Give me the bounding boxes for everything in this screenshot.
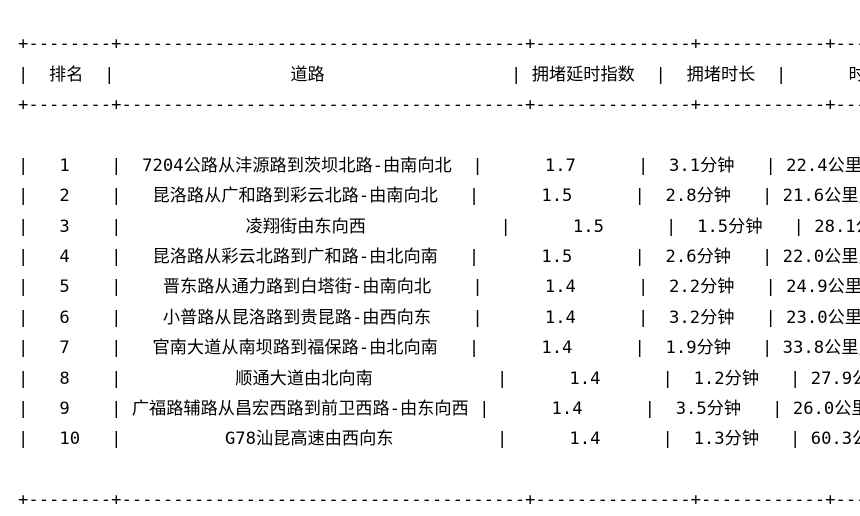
table-row: | 1 | 7204公路从沣源路到茨坝北路-由南向北 | 1.7 | 3.1分钟… <box>18 155 860 176</box>
table-header-row: | 排名 | 道路 | 拥堵延时指数 | 拥堵时长 | 时速 | <box>18 64 860 85</box>
table-row: | 4 | 昆洛路从彩云北路到广和路-由北向南 | 1.5 | 2.6分钟 | … <box>18 247 860 268</box>
table-row: | 2 | 昆洛路从广和路到彩云北路-由南向北 | 1.5 | 2.8分钟 | … <box>18 186 860 207</box>
table-row: | 9 | 广福路辅路从昌宏西路到前卫西路-由东向西 | 1.4 | 3.5分钟… <box>18 399 860 420</box>
table-row: | 7 | 官南大道从南坝路到福保路-由北向南 | 1.4 | 1.9分钟 | … <box>18 338 860 359</box>
table-row: | 3 | 凌翔街由东向西 | 1.5 | 1.5分钟 | 28.1公里/小时 … <box>18 216 860 237</box>
table-row: | 8 | 顺通大道由北向南 | 1.4 | 1.2分钟 | 27.9公里/小时… <box>18 368 860 389</box>
table-rule: +--------+------------------------------… <box>18 95 860 115</box>
table-row: | 5 | 晋东路从通力路到白塔街-由南向北 | 1.4 | 2.2分钟 | 2… <box>18 277 860 298</box>
table-row: | 10 | G78汕昆高速由西向东 | 1.4 | 1.3分钟 | 60.3公… <box>18 429 860 450</box>
table-rule: +--------+------------------------------… <box>18 490 860 511</box>
congestion-ranking-table: +--------+------------------------------… <box>18 29 860 516</box>
table-spacer: +--------+------------------------------… <box>18 460 860 480</box>
table-row: | 6 | 小普路从昆洛路到贵昆路-由西向东 | 1.4 | 3.2分钟 | 2… <box>18 307 860 328</box>
table-rule: +--------+------------------------------… <box>18 34 860 55</box>
table-spacer: +--------+------------------------------… <box>18 125 860 145</box>
